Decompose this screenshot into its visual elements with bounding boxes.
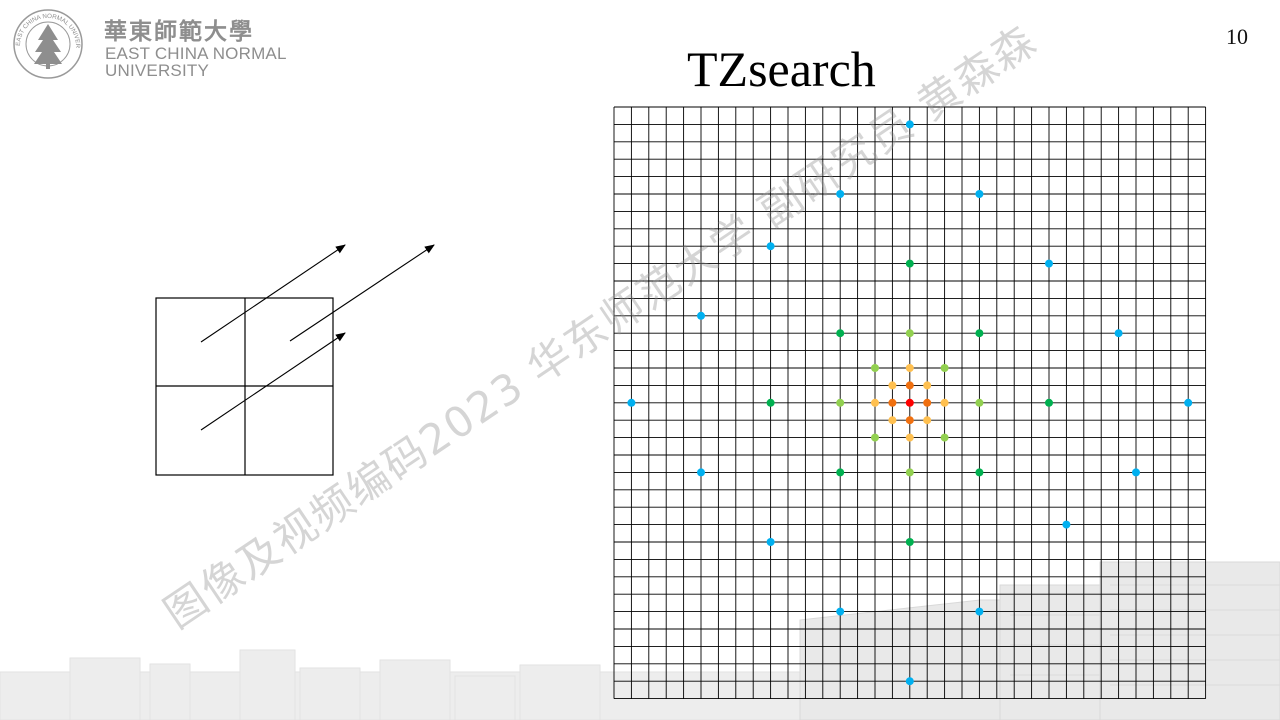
search-point-level-4	[905, 329, 914, 338]
search-point-level-16	[766, 242, 775, 251]
search-point-level-1	[888, 398, 897, 407]
search-point-level-16	[1045, 259, 1053, 268]
search-point-level-1	[905, 381, 914, 390]
search-point-level-2	[940, 398, 949, 407]
search-point-level-2	[923, 416, 932, 425]
search-point-level-2	[871, 398, 879, 407]
search-point-level-2	[905, 364, 914, 372]
motion-vector-arrow-1	[200, 244, 346, 343]
search-point-level-8	[975, 468, 984, 477]
search-point-level-8	[836, 468, 845, 477]
search-point-level-16	[697, 311, 705, 320]
search-point-level-8	[1045, 398, 1053, 407]
page-number: 10	[1226, 24, 1248, 49]
search-point-level-2	[888, 381, 897, 390]
search-point-level-4	[940, 364, 949, 372]
search-point-level-1	[905, 416, 914, 425]
search-point-level-2	[923, 381, 932, 390]
block-partition	[155, 297, 334, 476]
search-point-level-4	[940, 433, 949, 442]
search-point-level-4	[871, 433, 879, 442]
search-point-level-1	[923, 398, 932, 407]
motion-vector-arrow-3	[200, 332, 346, 431]
search-point-level-16	[1062, 520, 1071, 529]
search-point-level-8	[905, 538, 914, 546]
logo-english-name-line1: EAST CHINA NORMAL	[105, 44, 287, 63]
search-point-level-8	[836, 329, 845, 338]
motion-vector-arrow-2	[289, 244, 435, 342]
search-point-level-8	[766, 398, 775, 407]
block-diagram	[155, 244, 435, 476]
search-point-level-16	[1184, 398, 1193, 407]
search-point-level-16	[766, 538, 775, 546]
search-point-level-4	[905, 468, 914, 477]
search-point-level-16	[905, 677, 914, 686]
search-point-level-16	[697, 468, 705, 477]
slide-title: TZsearch	[687, 41, 876, 97]
search-point-level-4	[836, 398, 845, 407]
search-point-level-16	[1132, 468, 1140, 477]
logo-english-name-line2: UNIVERSITY	[105, 61, 210, 80]
logo-chinese-name: 華東師範大學	[104, 18, 254, 45]
search-point-level-16	[975, 607, 984, 616]
search-point-level-16	[975, 190, 984, 198]
university-logo: EAST CHINA NORMAL UNIVERSITY 華東師範大學 EAST…	[8, 6, 298, 82]
search-point-level-2	[905, 433, 914, 442]
search-point-level-16	[627, 398, 636, 407]
search-point-level-center	[905, 398, 914, 407]
search-point-level-4	[975, 398, 984, 407]
search-point-level-2	[888, 416, 897, 425]
university-emblem-icon: EAST CHINA NORMAL UNIVERSITY	[8, 6, 83, 79]
search-point-level-16	[836, 190, 845, 198]
tzsearch-grid	[613, 106, 1207, 700]
search-points	[627, 120, 1193, 686]
search-point-level-16	[905, 120, 914, 129]
search-point-level-4	[871, 364, 879, 372]
search-point-level-8	[905, 259, 914, 268]
search-point-level-16	[836, 607, 845, 616]
search-point-level-16	[1114, 329, 1123, 338]
search-point-level-8	[975, 329, 984, 338]
